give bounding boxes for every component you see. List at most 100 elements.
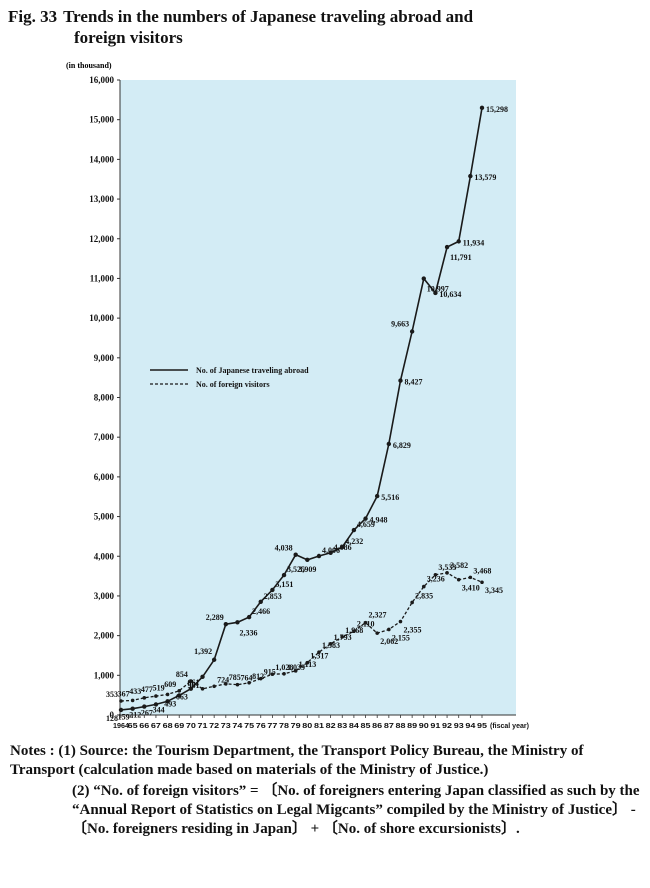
data-point bbox=[165, 692, 170, 697]
data-point bbox=[398, 378, 403, 383]
data-point bbox=[410, 600, 414, 605]
x-tick-label: 88 bbox=[395, 721, 405, 730]
y-tick-label: 15,000 bbox=[89, 115, 114, 125]
data-label: 764 bbox=[240, 674, 252, 683]
x-tick-label: 65 bbox=[128, 721, 138, 730]
figure-number: Fig. 33 bbox=[8, 7, 58, 26]
data-label: 3,345 bbox=[485, 586, 503, 595]
notes: Notes : (1) Source: the Tourism Departme… bbox=[10, 742, 640, 839]
y-tick-label: 10,000 bbox=[89, 313, 114, 323]
data-label: 477 bbox=[141, 685, 153, 694]
x-tick-label: 95 bbox=[477, 721, 487, 730]
data-label: 6,829 bbox=[393, 441, 411, 450]
data-point bbox=[456, 577, 461, 582]
notes-label: Notes : bbox=[10, 743, 55, 759]
y-tick-label: 0 bbox=[110, 710, 115, 720]
data-point bbox=[246, 614, 252, 620]
note-2: (2) “No. of foreign visitors” = 〔No. of … bbox=[10, 782, 640, 839]
data-point bbox=[189, 679, 193, 683]
data-point bbox=[247, 680, 251, 685]
data-label: 1,392 bbox=[194, 647, 212, 656]
data-point bbox=[293, 552, 298, 557]
data-label: 785 bbox=[229, 673, 241, 682]
series-line bbox=[120, 107, 483, 711]
data-point bbox=[468, 575, 473, 580]
data-label: 13,579 bbox=[474, 173, 496, 182]
x-tick-label: 89 bbox=[407, 721, 417, 730]
data-point bbox=[177, 689, 182, 693]
data-label: 433 bbox=[129, 687, 141, 696]
data-point bbox=[281, 572, 287, 578]
data-label: 2,466 bbox=[252, 607, 270, 616]
y-tick-label: 13,000 bbox=[89, 194, 114, 204]
data-label: 267 bbox=[141, 708, 153, 717]
data-label: 3,468 bbox=[473, 566, 491, 575]
note-1-text: Source: the Tourism Department, the Tran… bbox=[10, 743, 584, 778]
data-label: 159 bbox=[118, 713, 130, 722]
data-label: 4,006 bbox=[322, 546, 340, 555]
data-point bbox=[328, 550, 333, 556]
data-label: 961 bbox=[188, 681, 200, 690]
data-point bbox=[188, 686, 194, 691]
data-point bbox=[200, 686, 205, 691]
data-label: 661 bbox=[188, 678, 200, 687]
data-label: 2,327 bbox=[369, 611, 387, 620]
x-tick-label: 66 bbox=[139, 721, 149, 730]
x-tick-label: 78 bbox=[279, 721, 289, 730]
x-tick-label: 83 bbox=[337, 721, 347, 730]
x-tick-label: 77 bbox=[267, 721, 277, 730]
data-label: 3,525 bbox=[287, 565, 305, 574]
legend: No. of Japanese traveling abroad No. of f… bbox=[150, 366, 309, 389]
data-label: 1,583 bbox=[322, 641, 340, 650]
data-label: 812 bbox=[252, 672, 264, 681]
note-2-text: “No. of foreign visitors” = 〔No. of fore… bbox=[72, 783, 640, 837]
x-tick-label: 93 bbox=[454, 721, 464, 730]
note-1-number: (1) bbox=[58, 743, 76, 759]
data-label: 3,236 bbox=[427, 575, 445, 584]
data-label: 2,289 bbox=[206, 613, 224, 622]
data-point bbox=[421, 276, 426, 281]
data-point bbox=[433, 572, 438, 577]
x-tick-label: 68 bbox=[163, 721, 173, 730]
data-label: 915 bbox=[264, 668, 276, 677]
data-label: 2,355 bbox=[403, 626, 421, 635]
data-label: 15,298 bbox=[486, 105, 508, 114]
data-point bbox=[153, 702, 159, 707]
data-point bbox=[235, 682, 240, 687]
x-tick-label: 86 bbox=[372, 721, 382, 730]
data-point bbox=[351, 527, 357, 533]
data-label: 10,997 bbox=[427, 285, 449, 294]
y-tick-label: 16,000 bbox=[89, 75, 114, 85]
data-point bbox=[258, 676, 263, 681]
data-label: 128 bbox=[106, 714, 118, 723]
note-1: Notes : (1) Source: the Tourism Departme… bbox=[10, 742, 640, 780]
figure-title-line1: Trends in the numbers of Japanese travel… bbox=[63, 7, 474, 26]
y-tick-label: 2,000 bbox=[94, 631, 115, 641]
data-point bbox=[340, 635, 345, 639]
data-label: 2,835 bbox=[415, 591, 433, 600]
data-label: 854 bbox=[176, 670, 188, 679]
data-point bbox=[282, 671, 286, 676]
data-label: 353 bbox=[106, 690, 118, 699]
legend-label: No. of Japanese traveling abroad bbox=[196, 366, 309, 375]
data-point bbox=[374, 493, 380, 499]
y-tick-label: 5,000 bbox=[94, 512, 115, 522]
x-tick-label: 82 bbox=[326, 721, 336, 730]
x-tick-label: 69 bbox=[174, 721, 184, 730]
data-point bbox=[456, 239, 461, 244]
data-point bbox=[444, 244, 450, 250]
data-point bbox=[258, 599, 263, 604]
data-label: 11,791 bbox=[450, 253, 472, 262]
data-point bbox=[340, 544, 345, 550]
data-point bbox=[479, 105, 485, 111]
x-tick-label: 73 bbox=[221, 721, 231, 730]
data-point bbox=[212, 684, 216, 689]
x-axis-unit-label: (fiscal year) bbox=[490, 723, 529, 730]
data-label: 1,028 bbox=[275, 663, 293, 672]
data-label: 3,151 bbox=[275, 580, 293, 589]
y-tick-label: 6,000 bbox=[94, 472, 115, 482]
data-label: 4,038 bbox=[275, 544, 293, 553]
data-label: 212 bbox=[129, 711, 141, 720]
